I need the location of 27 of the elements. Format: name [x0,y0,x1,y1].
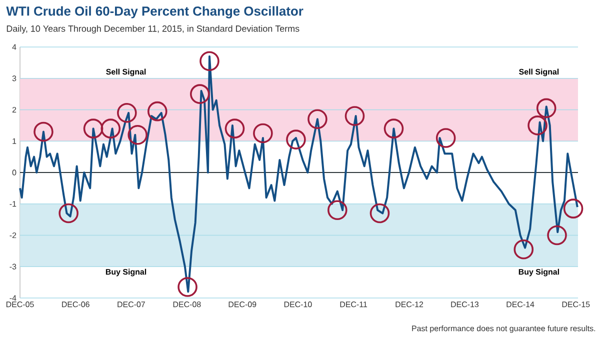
point [370,203,390,224]
point [147,101,168,122]
point [224,118,245,138]
chart-subtitle: Daily, 10 Years Through December 11, 2015, in Standard Deviation Terms [6,25,300,34]
point [563,198,584,218]
point [327,200,348,220]
point [58,203,78,224]
point [547,225,567,246]
point [528,116,548,136]
point [436,128,456,148]
line-series [19,55,578,293]
point [514,239,534,260]
point [253,123,273,144]
point [286,130,306,150]
point [34,122,54,142]
point [100,118,121,138]
point [200,51,220,72]
point [384,118,404,138]
point [190,84,210,104]
point [117,102,137,123]
point [344,106,365,126]
point [83,118,104,138]
chart-title: WTI Crude Oil 60-Day Percent Change Oscillator [6,6,304,18]
point [308,109,328,130]
point [128,124,148,145]
point [536,98,556,118]
point [178,277,198,297]
